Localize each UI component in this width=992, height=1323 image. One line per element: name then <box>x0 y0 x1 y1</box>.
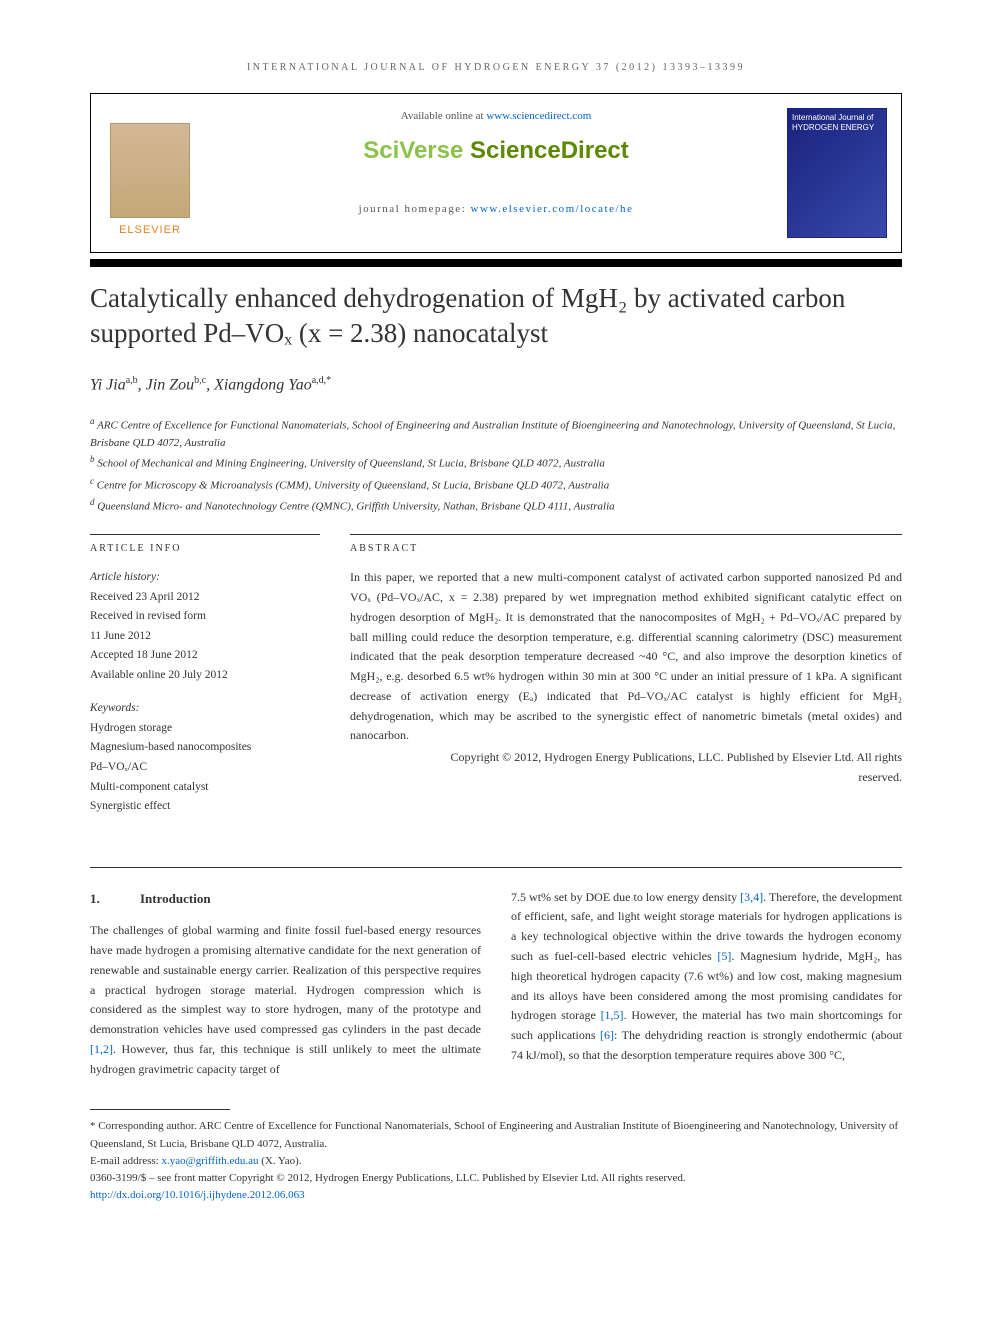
sciverse-word: SciVerse <box>363 137 470 164</box>
authors-line: Yi Jiaa,b, Jin Zoub,c, Xiangdong Yaoa,d,… <box>90 373 902 397</box>
abstract-label: ABSTRACT <box>350 534 902 556</box>
footnotes-block: * Corresponding author. ARC Centre of Ex… <box>90 1118 902 1203</box>
journal-homepage-link[interactable]: www.elsevier.com/locate/he <box>471 203 634 215</box>
author-2-affil: b,c <box>194 375 206 386</box>
section-1-number: 1. <box>90 888 140 909</box>
online-date: Available online 20 July 2012 <box>90 666 320 686</box>
intro-text-2a: 7.5 wt% set by DOE due to low energy den… <box>511 890 740 904</box>
affiliation-c: c Centre for Microscopy & Microanalysis … <box>90 474 902 495</box>
ref-link-3-4[interactable]: [3,4] <box>740 890 763 904</box>
article-title: Catalytically enhanced dehydrogenation o… <box>90 281 902 351</box>
keyword-1: Hydrogen storage <box>90 719 320 739</box>
ref-link-1-2[interactable]: [1,2] <box>90 1042 113 1056</box>
journal-cover-title: International Journal of HYDROGEN ENERGY <box>792 113 882 132</box>
article-info-label: ARTICLE INFO <box>90 534 320 556</box>
affiliation-a-text: ARC Centre of Excellence for Functional … <box>90 419 895 449</box>
revised-date: 11 June 2012 <box>90 627 320 647</box>
author-2-name: Jin Zou <box>146 377 194 394</box>
issn-copyright-line: 0360-3199/$ – see front matter Copyright… <box>90 1170 902 1187</box>
revised-label: Received in revised form <box>90 607 320 627</box>
running-head: INTERNATIONAL JOURNAL OF HYDROGEN ENERGY… <box>90 60 902 75</box>
affiliations-block: a ARC Centre of Excellence for Functiona… <box>90 414 902 517</box>
article-info-column: ARTICLE INFO Article history: Received 2… <box>90 534 320 817</box>
author-3-affil: a,d,* <box>312 375 331 386</box>
keywords-block: Keywords: Hydrogen storage Magnesium-bas… <box>90 699 320 816</box>
body-divider <box>90 867 902 868</box>
abstract-copyright-1: Copyright © 2012, Hydrogen Energy Public… <box>350 748 902 766</box>
journal-homepage-label: journal homepage: <box>359 203 471 215</box>
journal-cover-thumbnail: International Journal of HYDROGEN ENERGY <box>787 108 887 238</box>
title-separator-bar <box>90 259 902 267</box>
corresponding-email-link[interactable]: x.yao@griffith.edu.au <box>161 1155 258 1167</box>
keyword-3: Pd–VOₓ/AC <box>90 758 320 778</box>
ref-link-5[interactable]: [5] <box>717 949 731 963</box>
abstract-text: In this paper, we reported that a new mu… <box>350 568 902 746</box>
available-online-text: Available online at <box>401 110 487 122</box>
elsevier-tree-icon <box>110 123 190 218</box>
email-owner: (X. Yao). <box>258 1155 301 1167</box>
body-column-left: 1.Introduction The challenges of global … <box>90 888 481 1080</box>
body-columns: 1.Introduction The challenges of global … <box>90 888 902 1080</box>
affiliation-c-text: Centre for Microscopy & Microanalysis (C… <box>97 479 609 491</box>
keywords-head: Keywords: <box>90 699 320 719</box>
ref-link-6[interactable]: [6] <box>600 1028 614 1042</box>
sciencedirect-word: ScienceDirect <box>470 137 629 164</box>
accepted-date: Accepted 18 June 2012 <box>90 646 320 666</box>
available-online-line: Available online at www.sciencedirect.co… <box>107 108 885 125</box>
elsevier-logo: ELSEVIER <box>105 108 195 238</box>
section-1-title: Introduction <box>140 891 211 906</box>
email-label: E-mail address: <box>90 1155 161 1167</box>
affiliation-b: b School of Mechanical and Mining Engine… <box>90 452 902 473</box>
body-column-right: 7.5 wt% set by DOE due to low energy den… <box>511 888 902 1080</box>
elsevier-name: ELSEVIER <box>119 222 181 239</box>
sciverse-sciencedirect-logo: SciVerse ScienceDirect <box>107 133 885 169</box>
doi-link[interactable]: http://dx.doi.org/10.1016/j.ijhydene.201… <box>90 1189 305 1201</box>
affiliation-b-text: School of Mechanical and Mining Engineer… <box>97 458 605 470</box>
affiliation-a: a ARC Centre of Excellence for Functiona… <box>90 414 902 453</box>
abstract-column: ABSTRACT In this paper, we reported that… <box>350 534 902 817</box>
intro-text-1a: The challenges of global warming and fin… <box>90 923 481 1036</box>
info-abstract-row: ARTICLE INFO Article history: Received 2… <box>90 534 902 817</box>
keyword-5: Synergistic effect <box>90 797 320 817</box>
affiliation-d-text: Queensland Micro- and Nanotechnology Cen… <box>97 501 614 513</box>
author-3-name: Xiangdong Yao <box>214 377 312 394</box>
footnote-separator <box>90 1109 230 1110</box>
keyword-2: Magnesium-based nanocomposites <box>90 738 320 758</box>
author-1-name: Yi Jia <box>90 377 126 394</box>
journal-homepage-line: journal homepage: www.elsevier.com/locat… <box>107 201 885 218</box>
keyword-4: Multi-component catalyst <box>90 778 320 798</box>
journal-header-box: ELSEVIER International Journal of HYDROG… <box>90 93 902 253</box>
received-date: Received 23 April 2012 <box>90 588 320 608</box>
affiliation-d: d Queensland Micro- and Nanotechnology C… <box>90 495 902 516</box>
corresponding-author-note: * Corresponding author. ARC Centre of Ex… <box>90 1118 902 1152</box>
section-1-heading: 1.Introduction <box>90 888 481 909</box>
intro-paragraph-right: 7.5 wt% set by DOE due to low energy den… <box>511 888 902 1066</box>
sciencedirect-link[interactable]: www.sciencedirect.com <box>486 110 591 122</box>
email-line: E-mail address: x.yao@griffith.edu.au (X… <box>90 1153 902 1170</box>
abstract-copyright-2: reserved. <box>350 768 902 786</box>
author-1-affil: a,b <box>126 375 138 386</box>
article-history-head: Article history: <box>90 568 320 588</box>
intro-text-1b: . However, thus far, this technique is s… <box>90 1042 481 1076</box>
intro-paragraph-left: The challenges of global warming and fin… <box>90 921 481 1079</box>
ref-link-1-5[interactable]: [1,5] <box>601 1008 624 1022</box>
